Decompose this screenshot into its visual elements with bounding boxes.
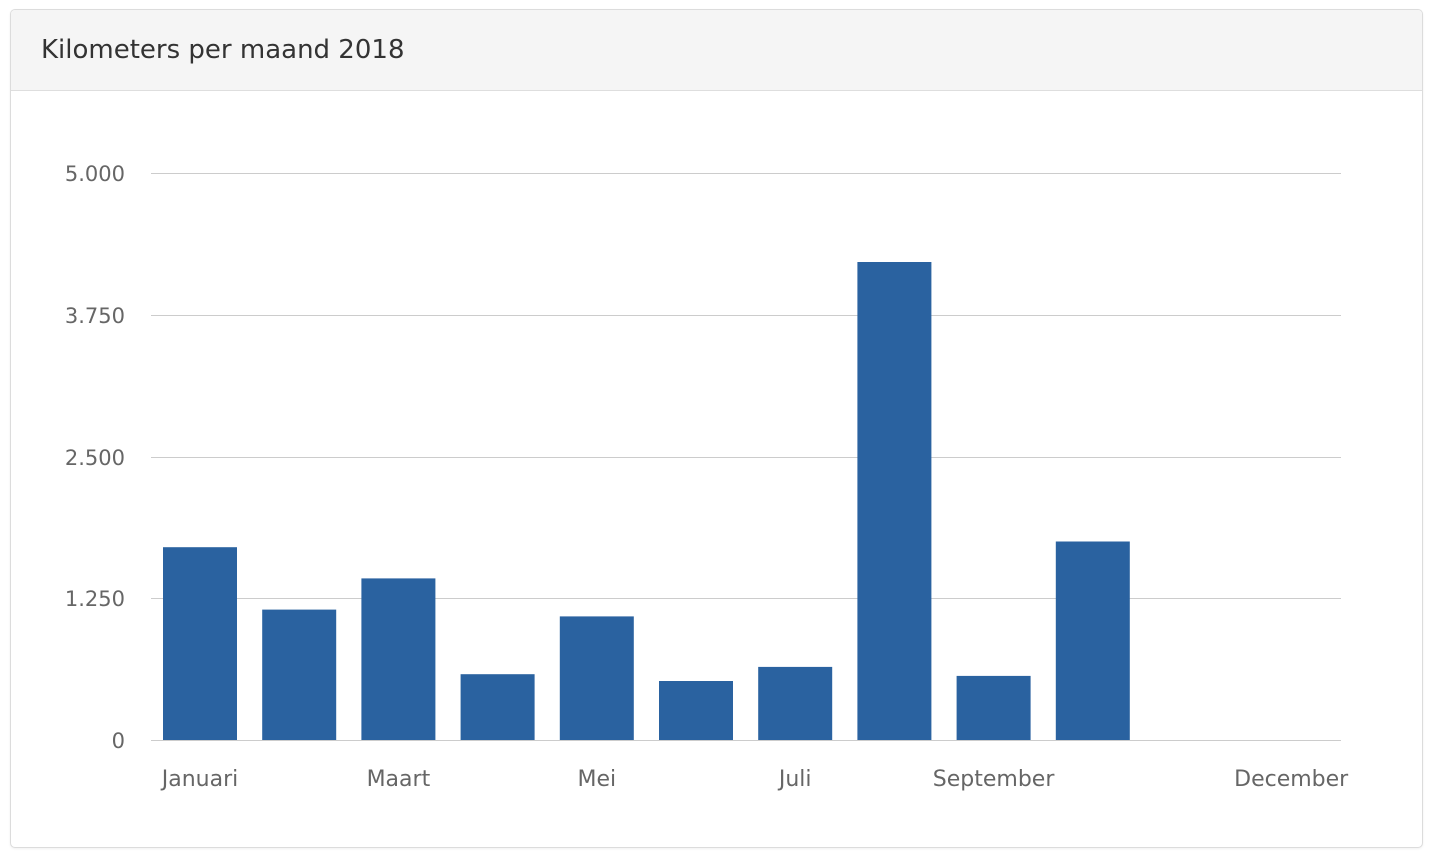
bar-april[interactable]: [460, 674, 535, 740]
bar-juli[interactable]: [758, 666, 833, 740]
bar-maart[interactable]: [361, 578, 436, 740]
y-tick-label: 5.000: [65, 162, 125, 186]
panel-body: 0 1.250 2.500 3.750 5.000 Januari Maart Mei Juli…: [11, 91, 1422, 847]
bar-mei[interactable]: [559, 616, 634, 740]
y-tick-label: 2.500: [65, 446, 125, 470]
bar-september[interactable]: [956, 675, 1031, 740]
chart-panel: Kilometers per maand 2018 0 1.250 2.500 3.7…: [10, 9, 1423, 848]
bar-februari[interactable]: [262, 609, 337, 740]
y-tick-label: 0: [112, 729, 125, 753]
bar-augustus[interactable]: [857, 262, 932, 740]
x-tick-label: September: [933, 767, 1056, 792]
panel-title: Kilometers per maand 2018: [41, 35, 405, 65]
panel-header: Kilometers per maand 2018: [11, 10, 1422, 91]
y-tick-label: 3.750: [65, 304, 125, 328]
x-tick-label: December: [1234, 767, 1349, 792]
x-tick-label: Mei: [577, 767, 616, 792]
x-tick-label: Juli: [777, 767, 812, 792]
bar-oktober[interactable]: [1055, 541, 1130, 741]
x-tick-label: Januari: [160, 767, 239, 792]
bar-chart: 0 1.250 2.500 3.750 5.000 Januari Maart Mei Juli…: [65, 162, 1349, 792]
x-tick-label: Maart: [367, 767, 431, 792]
bar-januari[interactable]: [163, 547, 237, 740]
bar-juni[interactable]: [659, 681, 733, 740]
y-tick-label: 1.250: [65, 587, 125, 611]
